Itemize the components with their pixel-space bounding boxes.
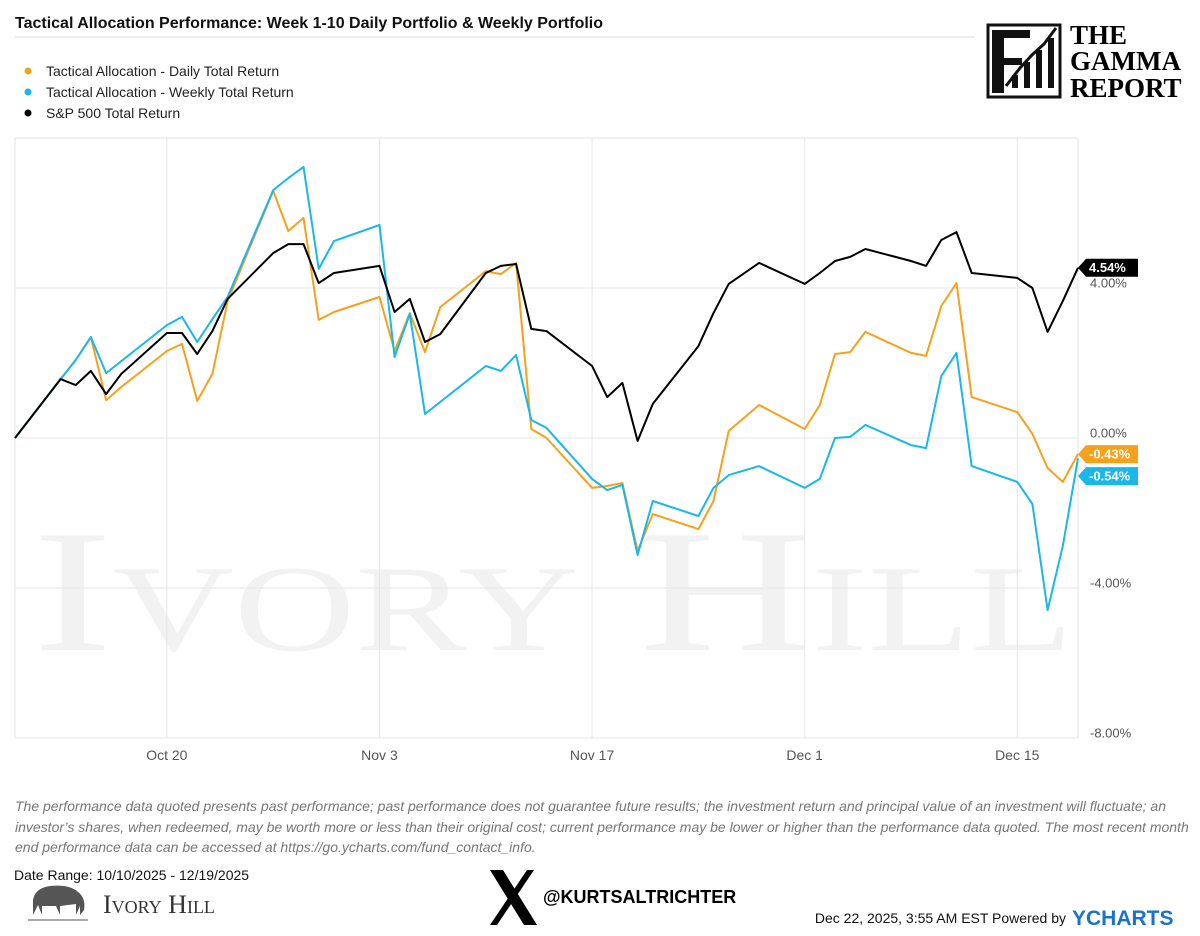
- handle: @KURTSALTRICHTER: [543, 887, 736, 907]
- end-label: 4.54%: [1089, 260, 1126, 275]
- legend-marker: [24, 67, 32, 75]
- badge-shape: [1078, 258, 1138, 277]
- end-badge: -0.54%: [1078, 467, 1138, 486]
- series-line: [14, 165, 1079, 612]
- logo-f: [992, 30, 1030, 93]
- x-tick-label: Dec 1: [786, 747, 823, 763]
- logo-text: Ivory Hill: [103, 890, 215, 919]
- logo-frame: [986, 23, 1062, 99]
- badge-shape: [1078, 467, 1138, 486]
- series-line: [14, 189, 1079, 552]
- y-tick-label: 4.00%: [1090, 275, 1127, 290]
- legend-label: Tactical Allocation - Daily Total Return: [46, 63, 279, 79]
- x-logo: [490, 870, 537, 925]
- x-tick-label: Oct 20: [146, 747, 187, 763]
- end-label: -0.54%: [1089, 469, 1131, 484]
- logo-text: REPORT: [1070, 73, 1182, 103]
- x-tick-label: Dec 15: [995, 747, 1040, 763]
- series-line: [14, 231, 1079, 442]
- x-tick-label: Nov 3: [361, 747, 398, 763]
- logo-bars: [1012, 38, 1054, 88]
- date-range: Date Range: 10/10/2025 - 12/19/2025: [14, 867, 249, 883]
- legend-marker: [24, 109, 32, 117]
- badge-shape: [1078, 445, 1138, 464]
- legend-label: Tactical Allocation - Weekly Total Retur…: [46, 84, 294, 100]
- x-tick-label: Nov 17: [570, 747, 615, 763]
- end-badge: -0.43%: [1078, 445, 1138, 464]
- disclaimer: The performance data quoted presents pas…: [15, 798, 1189, 855]
- gamma-logo: THE GAMMA REPORT: [986, 20, 1182, 103]
- end-label: -0.43%: [1089, 447, 1131, 462]
- logo-arrow: [1004, 27, 1058, 87]
- y-tick-label: 0.00%: [1090, 425, 1127, 440]
- provider: YCHARTS: [1072, 907, 1174, 930]
- timestamp: Dec 22, 2025, 3:55 AM EST Powered by: [815, 910, 1066, 926]
- watermark: Ivory Hill: [33, 494, 1073, 688]
- end-badge: 4.54%: [1078, 258, 1138, 277]
- legend-marker: [24, 88, 32, 96]
- y-tick-label: -8.00%: [1090, 725, 1132, 740]
- elephant: [33, 885, 85, 915]
- ivory-hill-logo: Ivory Hill: [28, 885, 215, 921]
- chart-title: Tactical Allocation Performance: Week 1-…: [15, 15, 603, 32]
- logo-text: GAMMA: [1070, 46, 1181, 76]
- y-tick-label: -4.00%: [1090, 575, 1132, 590]
- logo-text: THE: [1070, 20, 1127, 50]
- legend-label: S&P 500 Total Return: [46, 105, 180, 121]
